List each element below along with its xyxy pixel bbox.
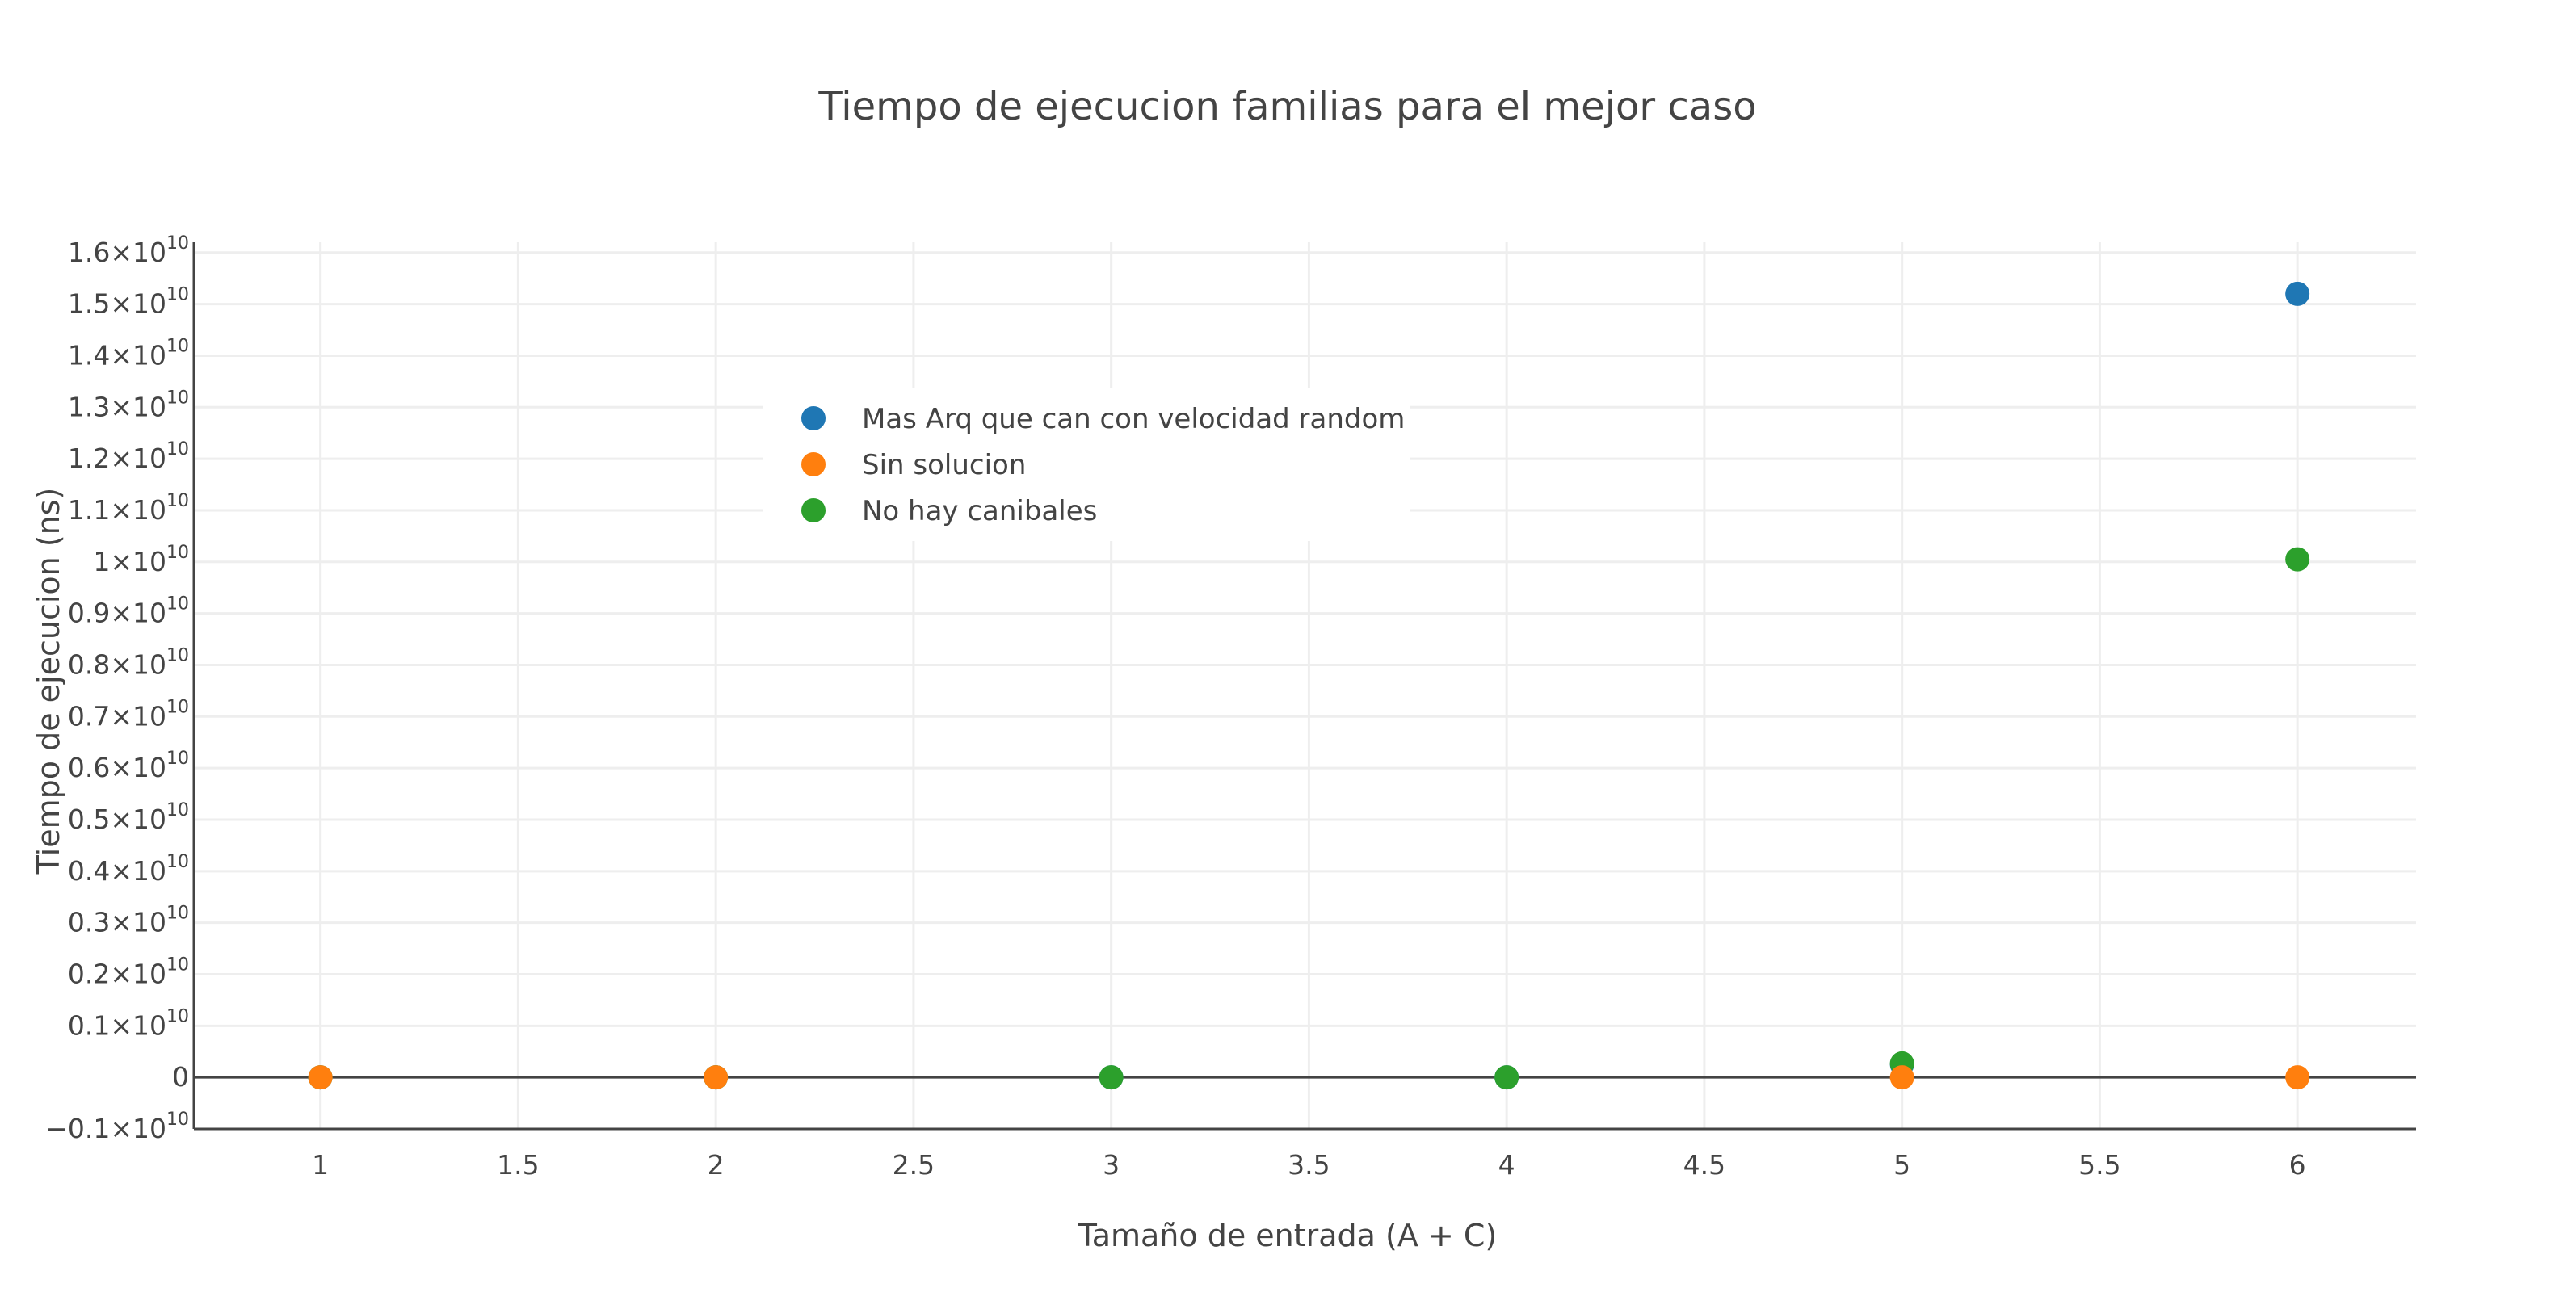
legend-item-label: Mas Arq que can con velocidad random <box>862 403 1405 435</box>
chart-title: Tiempo de ejecucion familias para el mej… <box>817 84 1756 129</box>
y-tick-label: 0.6×1010 <box>68 749 189 783</box>
x-axis-title: Tamaño de entrada (A + C) <box>1078 1218 1497 1253</box>
data-point <box>1099 1065 1124 1090</box>
legend-item-label: Sin solucion <box>862 449 1026 481</box>
y-tick-label: 0.9×1010 <box>68 594 189 629</box>
data-point <box>2285 1065 2310 1090</box>
data-point <box>2285 547 2310 572</box>
y-tick-label: 1.4×1010 <box>68 336 189 371</box>
y-tick-label: 1.5×1010 <box>68 285 189 320</box>
x-tick-label: 4.5 <box>1683 1149 1725 1181</box>
legend-marker <box>801 498 826 522</box>
x-tick-label: 1 <box>312 1149 329 1181</box>
data-point <box>1494 1065 1519 1090</box>
y-tick-label: 0 <box>172 1061 189 1093</box>
y-tick-label: 1.3×1010 <box>68 388 189 422</box>
y-tick-label: 0.4×1010 <box>68 852 189 887</box>
x-tick-label: 3.5 <box>1288 1149 1330 1181</box>
x-tick-label: 3 <box>1103 1149 1120 1181</box>
y-tick-label: 0.2×1010 <box>68 954 189 989</box>
legend-item-label: No hay canibales <box>862 495 1097 527</box>
y-tick-label: 0.3×1010 <box>68 904 189 938</box>
axes: 1 1.5 2 2.5 3 3.5 4 4.5 5 5.5 6 −0.1×1010 0 0.1×1010 0… <box>45 233 2416 1181</box>
x-tick-label: 1.5 <box>497 1149 539 1181</box>
y-tick-label: 0.5×1010 <box>68 800 189 835</box>
y-tick-label: −0.1×1010 <box>45 1110 189 1144</box>
data-point <box>308 1065 333 1090</box>
x-tick-label: 2 <box>708 1149 725 1181</box>
y-tick-label: 0.7×1010 <box>68 697 189 732</box>
y-tick-label: 1.6×1010 <box>68 233 189 268</box>
y-tick-label: 0.8×1010 <box>68 645 189 680</box>
legend-box <box>763 388 1410 541</box>
y-axis-title: Tiempo de ejecucion (ns) <box>31 488 66 875</box>
x-tick-label: 5.5 <box>2078 1149 2120 1181</box>
data-point <box>2285 281 2310 306</box>
x-tick-label: 6 <box>2289 1149 2306 1181</box>
data-markers <box>308 281 2310 1090</box>
legend-marker <box>801 452 826 476</box>
y-tick-label: 1×1010 <box>93 543 189 577</box>
x-tick-label: 2.5 <box>893 1149 935 1181</box>
data-point <box>1889 1065 1914 1090</box>
x-tick-label: 4 <box>1498 1149 1515 1181</box>
data-point <box>704 1065 729 1090</box>
x-tick-label: 5 <box>1893 1149 1910 1181</box>
y-tick-label: 1.2×1010 <box>68 439 189 474</box>
y-tick-label: 1.1×1010 <box>68 491 189 526</box>
legend-marker <box>801 406 826 430</box>
y-tick-label: 0.1×1010 <box>68 1006 189 1041</box>
legend: Mas Arq que can con velocidad random Sin … <box>763 388 1410 541</box>
